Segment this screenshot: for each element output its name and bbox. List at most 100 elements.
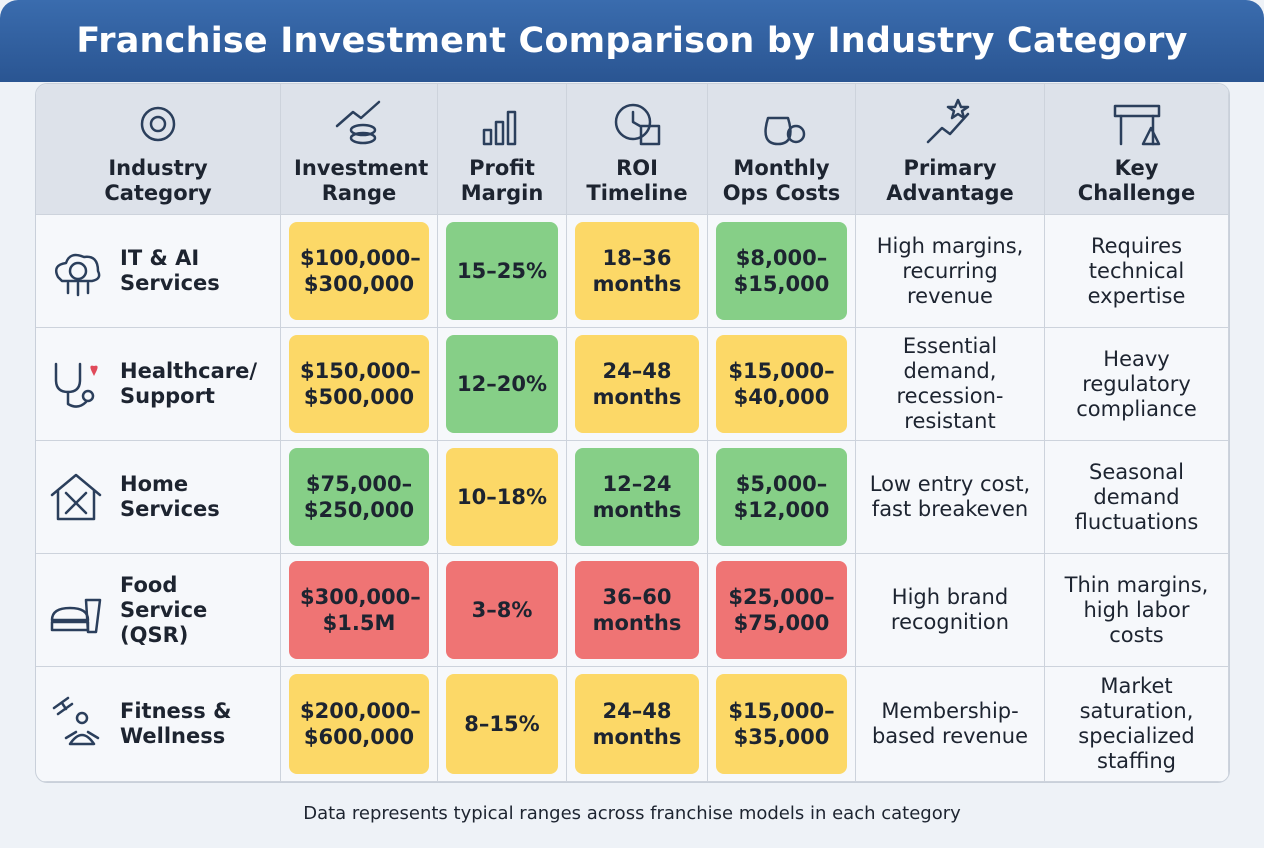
- category-name: Fitness & Wellness: [120, 699, 232, 748]
- header-cell: Monthly Ops Costs: [708, 84, 856, 215]
- rating-text: $5,000–$12,000: [733, 472, 830, 522]
- header-text: Industry Category: [104, 156, 212, 205]
- header-cell: Key Challenge: [1045, 84, 1229, 215]
- rating-cell: $200,000–$600,000: [281, 667, 438, 782]
- header-icon: [140, 106, 176, 142]
- rating-pill: $200,000–$600,000: [289, 674, 429, 774]
- rating-cell: $8,000–$15,000: [708, 215, 856, 328]
- header-text: ROI Timeline: [586, 156, 688, 205]
- rating-cell: $100,000–$300,000: [281, 215, 438, 328]
- rating-pill: $300,000–$1.5M: [289, 561, 429, 659]
- rating-cell: 24–48 months: [567, 328, 708, 441]
- category-cell: IT & AI Services: [36, 215, 281, 328]
- rating-cell: 3–8%: [438, 554, 567, 667]
- rating-cell: $15,000–$40,000: [708, 328, 856, 441]
- category-cell: Healthcare/ Support: [36, 328, 281, 441]
- text-cell: Requires technical expertise: [1045, 215, 1229, 328]
- text-cell: Heavy regulatory compliance: [1045, 328, 1229, 441]
- rating-text: 8–15%: [464, 712, 540, 736]
- rating-text: $25,000–$75,000: [728, 585, 835, 635]
- category-icon: [55, 253, 101, 297]
- rating-pill: $15,000–$35,000: [716, 674, 847, 774]
- text-cell: Seasonal demand fluctuations: [1045, 441, 1229, 554]
- category-name: Healthcare/ Support: [120, 359, 258, 408]
- rating-pill: 10–18%: [446, 448, 558, 546]
- rating-pill: $5,000–$12,000: [716, 448, 847, 546]
- text-cell: Market saturation, specialized staffing: [1045, 667, 1229, 782]
- rating-text: $8,000–$15,000: [733, 246, 830, 296]
- rating-pill: $150,000–$500,000: [289, 335, 429, 433]
- rating-text: 24–48 months: [592, 359, 682, 409]
- title-bar: Franchise Investment Comparison by Indus…: [0, 0, 1264, 82]
- text-cell: Essential demand, recession-resistant: [856, 328, 1045, 441]
- rating-pill: 18–36 months: [575, 222, 699, 320]
- rating-text: 24–48 months: [592, 699, 682, 749]
- rating-cell: 24–48 months: [567, 667, 708, 782]
- rating-cell: 8–15%: [438, 667, 567, 782]
- header-cell: Industry Category: [36, 84, 281, 215]
- rating-cell: 10–18%: [438, 441, 567, 554]
- rating-pill: 3–8%: [446, 561, 558, 659]
- rating-text: 10–18%: [457, 485, 547, 509]
- rating-cell: $5,000–$12,000: [708, 441, 856, 554]
- cell-text: High margins, recurring revenue: [876, 233, 1024, 308]
- rating-text: $75,000–$250,000: [303, 472, 415, 522]
- cell-text: Membership-based revenue: [871, 699, 1029, 748]
- cell-text: Thin margins, high labor costs: [1064, 572, 1209, 647]
- rating-text: $150,000–$500,000: [300, 359, 421, 409]
- rating-text: 12–20%: [457, 372, 547, 396]
- header-icon: [335, 100, 381, 145]
- header-icon: [614, 103, 661, 146]
- category-icon: [54, 362, 98, 408]
- rating-pill: 24–48 months: [575, 335, 699, 433]
- rating-pill: $8,000–$15,000: [716, 222, 847, 320]
- header-text: Primary Advantage: [886, 156, 1014, 205]
- header-text: Monthly Ops Costs: [722, 156, 841, 205]
- header-icon: [1113, 104, 1160, 146]
- rating-pill: $25,000–$75,000: [716, 561, 847, 659]
- rating-text: $15,000–$35,000: [728, 699, 835, 749]
- rating-text: $300,000–$1.5M: [300, 585, 421, 635]
- text-cell: High brand recognition: [856, 554, 1045, 667]
- rating-cell: 18–36 months: [567, 215, 708, 328]
- rating-pill: $100,000–$300,000: [289, 222, 429, 320]
- text-cell: High margins, recurring revenue: [856, 215, 1045, 328]
- rating-text: 15–25%: [457, 259, 547, 283]
- text-cell: Membership-based revenue: [856, 667, 1045, 782]
- cell-text: Seasonal demand fluctuations: [1074, 459, 1199, 534]
- rating-text: $15,000–$40,000: [728, 359, 835, 409]
- header-cell: ROI Timeline: [567, 84, 708, 215]
- header-icon: [926, 98, 970, 144]
- category-name: Food Service (QSR): [120, 572, 208, 647]
- rating-cell: 12–24 months: [567, 441, 708, 554]
- header-icon: [763, 116, 805, 146]
- header-icon: [482, 110, 517, 146]
- comparison-table: Industry Category Investment Range Profit …: [35, 83, 1230, 783]
- rating-cell: 36–60 months: [567, 554, 708, 667]
- category-cell: Fitness & Wellness: [36, 667, 281, 782]
- header-cell: Primary Advantage: [856, 84, 1045, 215]
- rating-cell: 15–25%: [438, 215, 567, 328]
- rating-pill: 12–24 months: [575, 448, 699, 546]
- category-name: Home Services: [120, 472, 220, 521]
- text-cell: Thin margins, high labor costs: [1045, 554, 1229, 667]
- cell-text: High brand recognition: [890, 585, 1010, 634]
- header-text: Investment Range: [294, 156, 429, 205]
- rating-text: 12–24 months: [592, 472, 682, 522]
- rating-pill: $75,000–$250,000: [289, 448, 429, 546]
- rating-pill: 24–48 months: [575, 674, 699, 774]
- rating-cell: 12–20%: [438, 328, 567, 441]
- rating-cell: $300,000–$1.5M: [281, 554, 438, 667]
- category-name: IT & AI Services: [120, 246, 220, 295]
- rating-cell: $150,000–$500,000: [281, 328, 438, 441]
- rating-pill: 36–60 months: [575, 561, 699, 659]
- rating-pill: 15–25%: [446, 222, 558, 320]
- footnote: Data represents typical ranges across fr…: [303, 803, 961, 824]
- category-icon: [50, 473, 102, 521]
- cell-text: Heavy regulatory compliance: [1076, 346, 1197, 421]
- category-cell: Food Service (QSR): [36, 554, 281, 667]
- header-text: Key Challenge: [1077, 156, 1196, 205]
- rating-text: $200,000–$600,000: [300, 699, 421, 749]
- cell-text: Market saturation, specialized staffing: [1078, 674, 1195, 773]
